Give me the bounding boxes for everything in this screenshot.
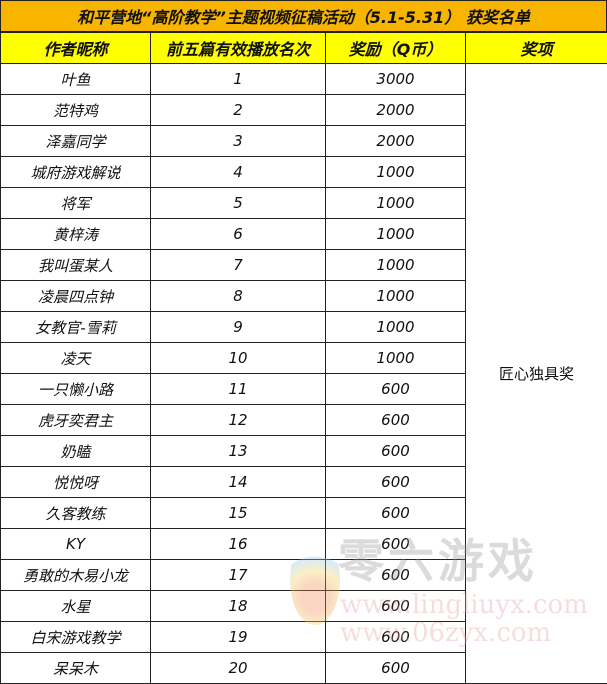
cell-reward: 1000 <box>326 188 466 219</box>
cell-reward: 600 <box>326 498 466 529</box>
cell-nickname: 凌天 <box>1 343 151 374</box>
cell-reward: 1000 <box>326 312 466 343</box>
cell-nickname: 虎牙奕君主 <box>1 405 151 436</box>
cell-reward: 1000 <box>326 250 466 281</box>
cell-rank: 5 <box>151 188 326 219</box>
cell-reward: 1000 <box>326 157 466 188</box>
cell-rank: 14 <box>151 467 326 498</box>
cell-rank: 2 <box>151 95 326 126</box>
cell-rank: 13 <box>151 436 326 467</box>
cell-rank: 12 <box>151 405 326 436</box>
cell-rank: 1 <box>151 64 326 95</box>
cell-nickname: 我叫蛋某人 <box>1 250 151 281</box>
cell-rank: 8 <box>151 281 326 312</box>
cell-reward: 600 <box>326 374 466 405</box>
cell-rank: 10 <box>151 343 326 374</box>
cell-nickname: 范特鸡 <box>1 95 151 126</box>
cell-reward: 600 <box>326 467 466 498</box>
cell-rank: 11 <box>151 374 326 405</box>
cell-reward: 600 <box>326 405 466 436</box>
cell-rank: 9 <box>151 312 326 343</box>
cell-reward: 600 <box>326 529 466 560</box>
cell-reward: 600 <box>326 591 466 622</box>
cell-reward: 3000 <box>326 64 466 95</box>
cell-rank: 4 <box>151 157 326 188</box>
cell-nickname: 勇敢的木易小龙 <box>1 560 151 591</box>
cell-nickname: 泽嘉同学 <box>1 126 151 157</box>
cell-nickname: 奶瞌 <box>1 436 151 467</box>
cell-award: 匠心独具奖 <box>466 64 607 684</box>
cell-reward: 2000 <box>326 95 466 126</box>
cell-nickname: 一只懒小路 <box>1 374 151 405</box>
cell-nickname: 久客教练 <box>1 498 151 529</box>
cell-rank: 7 <box>151 250 326 281</box>
cell-nickname: KY <box>1 529 151 560</box>
header-reward: 奖励（Q币） <box>326 33 466 64</box>
cell-nickname: 白宋游戏教学 <box>1 622 151 653</box>
cell-reward: 1000 <box>326 343 466 374</box>
cell-rank: 19 <box>151 622 326 653</box>
cell-rank: 17 <box>151 560 326 591</box>
cell-reward: 600 <box>326 622 466 653</box>
cell-rank: 15 <box>151 498 326 529</box>
header-nickname: 作者昵称 <box>1 33 151 64</box>
cell-reward: 2000 <box>326 126 466 157</box>
cell-reward: 600 <box>326 436 466 467</box>
cell-reward: 1000 <box>326 219 466 250</box>
cell-reward: 1000 <box>326 281 466 312</box>
cell-nickname: 黄梓涛 <box>1 219 151 250</box>
cell-nickname: 呆呆木 <box>1 653 151 684</box>
cell-nickname: 城府游戏解说 <box>1 157 151 188</box>
cell-rank: 3 <box>151 126 326 157</box>
cell-nickname: 将军 <box>1 188 151 219</box>
cell-rank: 6 <box>151 219 326 250</box>
cell-nickname: 悦悦呀 <box>1 467 151 498</box>
header-rank: 前五篇有效播放名次 <box>151 33 326 64</box>
cell-nickname: 凌晨四点钟 <box>1 281 151 312</box>
cell-nickname: 水星 <box>1 591 151 622</box>
cell-reward: 600 <box>326 653 466 684</box>
header-row: 作者昵称 前五篇有效播放名次 奖励（Q币） 奖项 <box>1 33 607 64</box>
cell-rank: 16 <box>151 529 326 560</box>
cell-nickname: 女教官-雪莉 <box>1 312 151 343</box>
cell-rank: 20 <box>151 653 326 684</box>
cell-reward: 600 <box>326 560 466 591</box>
cell-rank: 18 <box>151 591 326 622</box>
header-award: 奖项 <box>466 33 607 64</box>
page-title: 和平营地“高阶教学”主题视频征稿活动（5.1-5.31） 获奖名单 <box>0 0 607 32</box>
cell-nickname: 叶鱼 <box>1 64 151 95</box>
